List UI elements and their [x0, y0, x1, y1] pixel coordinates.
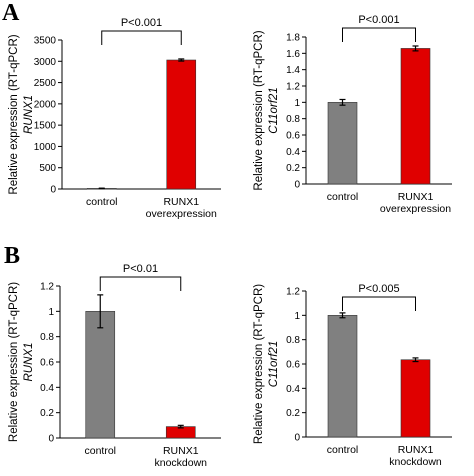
y-axis-gene-label: C11orf21 — [268, 87, 280, 133]
y-tick-label: 0.8 — [286, 335, 300, 346]
y-tick-label: 3500 — [34, 36, 57, 47]
y-tick-label: 0 — [48, 434, 54, 445]
y-tick-label: 1.2 — [40, 282, 54, 293]
category-label: knockdown — [154, 457, 207, 469]
y-tick-label: 1 — [294, 98, 300, 109]
significance-bracket — [342, 27, 416, 42]
category-label: knockdown — [389, 456, 442, 468]
bar — [327, 315, 358, 438]
bar — [327, 102, 358, 185]
y-tick-label: 0 — [294, 180, 300, 191]
y-tick-label: 3000 — [34, 57, 57, 68]
y-tick-label: 1.4 — [286, 65, 300, 76]
p-value-annotation: P<0.01 — [123, 263, 158, 275]
category-label: control — [327, 191, 359, 203]
category-label: RUNX1 — [398, 191, 434, 203]
y-tick-label: 0.4 — [286, 147, 300, 158]
category-label: control — [84, 445, 116, 457]
chart-1: 0 500 1000 1500 2000 2500 3000 3500 control RUNX1… — [8, 17, 221, 220]
y-axis-label: Relative expression (RT-qPCR) — [8, 34, 20, 194]
y-tick-label: 500 — [39, 163, 56, 174]
y-tick-label: 0.6 — [286, 360, 300, 371]
category-label: RUNX1 — [163, 196, 199, 208]
category-label: RUNX1 — [163, 445, 199, 457]
y-tick-label: 0 — [50, 185, 56, 196]
y-tick-label: 1.8 — [286, 33, 300, 44]
panel-letter-a: A — [2, 0, 20, 26]
bar — [85, 311, 116, 439]
y-tick-label: 0.2 — [286, 163, 300, 174]
y-tick-label: 0.6 — [40, 358, 54, 369]
significance-bracket — [99, 276, 182, 291]
y-tick-label: 1000 — [34, 142, 57, 153]
bar — [166, 59, 197, 190]
p-value-annotation: P<0.005 — [358, 283, 399, 295]
y-tick-label: 0.6 — [286, 131, 300, 142]
y-tick-label: 0.4 — [286, 384, 300, 395]
category-label: overexpression — [380, 203, 451, 215]
y-tick-label: 1.2 — [286, 82, 300, 93]
y-tick-label: 1.6 — [286, 49, 300, 60]
bar — [400, 359, 431, 438]
y-tick-label: 1500 — [34, 121, 57, 132]
y-axis-gene-label: C11orf21 — [268, 341, 280, 387]
y-tick-label: 1 — [48, 307, 54, 318]
y-tick-label: 0.4 — [40, 383, 54, 394]
category-label: RUNX1 — [398, 444, 434, 456]
y-tick-label: 1 — [294, 311, 300, 322]
y-axis-label: Relative expression (RT-qPCR) — [253, 284, 265, 444]
y-tick-label: 1.2 — [286, 287, 300, 298]
y-axis-gene-label: RUNX1 — [23, 95, 35, 134]
y-tick-label: 2500 — [34, 78, 57, 89]
y-axis-label: Relative expression (RT-qPCR) — [8, 282, 20, 442]
panel-letter-b: B — [4, 243, 20, 269]
y-tick-label: 2000 — [34, 99, 57, 110]
chart-2: 0 0.2 0.4 0.6 0.8 1 1.2 1.4 1.6 1.8 control RUNX1ov… — [253, 14, 452, 215]
y-tick-label: 0 — [294, 433, 300, 444]
significance-bracket — [342, 296, 416, 311]
y-tick-label: 0.8 — [40, 332, 54, 343]
y-tick-label: 0.8 — [286, 114, 300, 125]
category-label: control — [86, 196, 118, 208]
category-label: overexpression — [146, 208, 217, 220]
y-axis-gene-label: RUNX1 — [23, 343, 35, 382]
p-value-annotation: P<0.001 — [358, 14, 399, 26]
y-tick-label: 0.2 — [286, 408, 300, 419]
y-tick-label: 0.2 — [40, 408, 54, 419]
significance-bracket — [101, 30, 182, 45]
p-value-annotation: P<0.001 — [121, 17, 162, 29]
y-axis-label: Relative expression (RT-qPCR) — [253, 30, 265, 190]
category-label: control — [327, 444, 359, 456]
bar — [400, 48, 431, 185]
